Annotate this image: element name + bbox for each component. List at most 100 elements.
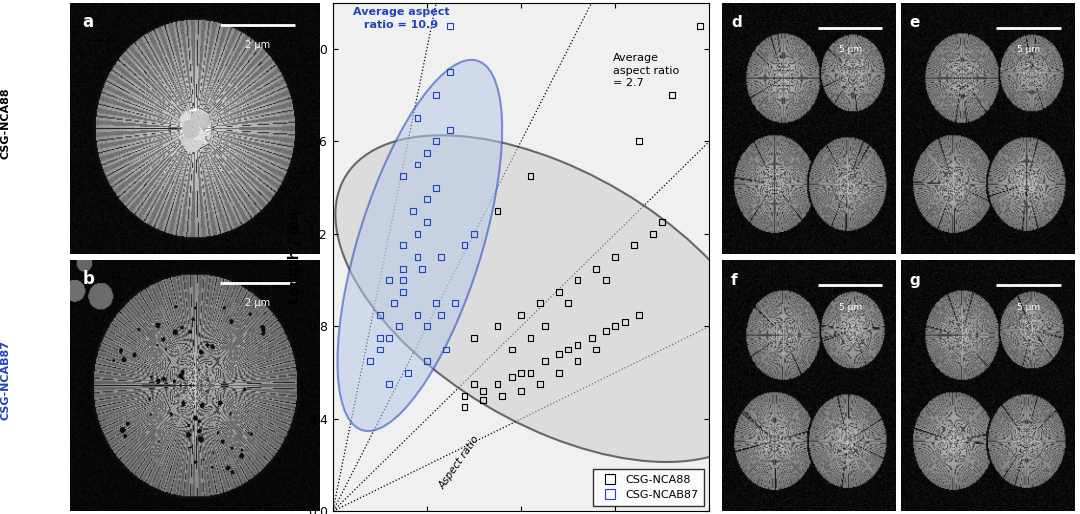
Point (456, 403, 473, 411)
Text: Average
aspect ratio
= 2.7: Average aspect ratio = 2.7 (612, 53, 679, 88)
Point (512, 369, 529, 377)
Point (465, 334, 483, 342)
Point (414, 264, 431, 272)
Point (442, 126, 459, 134)
Point (536, 322, 553, 331)
Point (409, 310, 427, 319)
Text: d: d (731, 15, 742, 30)
Point (522, 334, 539, 342)
Point (550, 350, 567, 358)
Text: Aspect ratio: Aspect ratio (437, 434, 482, 491)
Point (607, 253, 624, 261)
Point (372, 310, 389, 319)
Text: f: f (731, 273, 738, 288)
Point (503, 345, 521, 354)
Y-axis label: Length / μm: Length / μm (288, 210, 302, 304)
Point (559, 345, 577, 354)
Point (531, 299, 549, 307)
Text: g: g (909, 273, 920, 288)
Point (380, 276, 397, 284)
Point (394, 288, 411, 296)
Point (409, 160, 427, 169)
Text: CSG-NCA88: CSG-NCA88 (0, 87, 11, 159)
Ellipse shape (337, 60, 502, 431)
Point (588, 345, 605, 354)
Text: 2 μm: 2 μm (245, 40, 270, 50)
Point (653, 218, 671, 226)
Point (394, 242, 411, 250)
Point (372, 345, 389, 354)
Point (489, 380, 507, 389)
Point (569, 357, 586, 365)
Point (409, 114, 427, 122)
Text: 5 μm: 5 μm (1017, 303, 1040, 312)
Point (394, 276, 411, 284)
Point (456, 242, 473, 250)
Point (512, 387, 529, 395)
Point (404, 207, 421, 215)
Point (607, 322, 624, 331)
Point (428, 299, 445, 307)
Point (630, 137, 647, 145)
Point (691, 22, 708, 30)
Point (569, 276, 586, 284)
Point (663, 91, 680, 99)
Point (475, 396, 492, 405)
Point (394, 172, 411, 180)
Point (432, 253, 449, 261)
Point (559, 299, 577, 307)
Point (418, 218, 435, 226)
Legend: CSG-NCA88, CSG-NCAB87: CSG-NCA88, CSG-NCAB87 (593, 469, 704, 506)
Point (616, 318, 633, 326)
Point (588, 264, 605, 272)
Point (536, 357, 553, 365)
Text: Average aspect
ratio = 10.9: Average aspect ratio = 10.9 (353, 7, 449, 30)
Point (583, 334, 600, 342)
Point (418, 149, 435, 157)
Point (372, 334, 389, 342)
Point (432, 310, 449, 319)
Text: a: a (83, 13, 94, 31)
Point (380, 380, 397, 389)
Point (446, 299, 463, 307)
Text: 2: 2 (724, 127, 730, 137)
Point (465, 380, 483, 389)
Point (522, 369, 539, 377)
Point (362, 357, 379, 365)
Point (569, 341, 586, 349)
Point (442, 22, 459, 30)
Point (437, 345, 455, 354)
Point (522, 172, 539, 180)
Text: 5 μm: 5 μm (1017, 45, 1040, 54)
Point (418, 195, 435, 203)
Point (418, 357, 435, 365)
Ellipse shape (336, 135, 772, 462)
Point (494, 392, 511, 400)
Point (394, 264, 411, 272)
Point (380, 334, 397, 342)
Point (428, 183, 445, 192)
Text: 5 μm: 5 μm (839, 303, 862, 312)
Text: 2 μm: 2 μm (245, 298, 270, 308)
Text: b: b (83, 270, 95, 288)
Point (409, 253, 427, 261)
Point (550, 369, 567, 377)
Point (428, 137, 445, 145)
Point (489, 207, 507, 215)
Point (645, 230, 662, 238)
Point (512, 310, 529, 319)
Point (418, 322, 435, 331)
Point (409, 230, 427, 238)
Point (597, 276, 615, 284)
Text: 1: 1 (724, 317, 730, 327)
Point (456, 392, 473, 400)
Point (475, 387, 492, 395)
Point (400, 369, 417, 377)
Text: CSG-NCAB87: CSG-NCAB87 (0, 340, 11, 420)
Point (597, 327, 615, 335)
Point (390, 322, 407, 331)
Point (465, 230, 483, 238)
Point (550, 288, 567, 296)
Point (489, 322, 507, 331)
Point (386, 299, 403, 307)
